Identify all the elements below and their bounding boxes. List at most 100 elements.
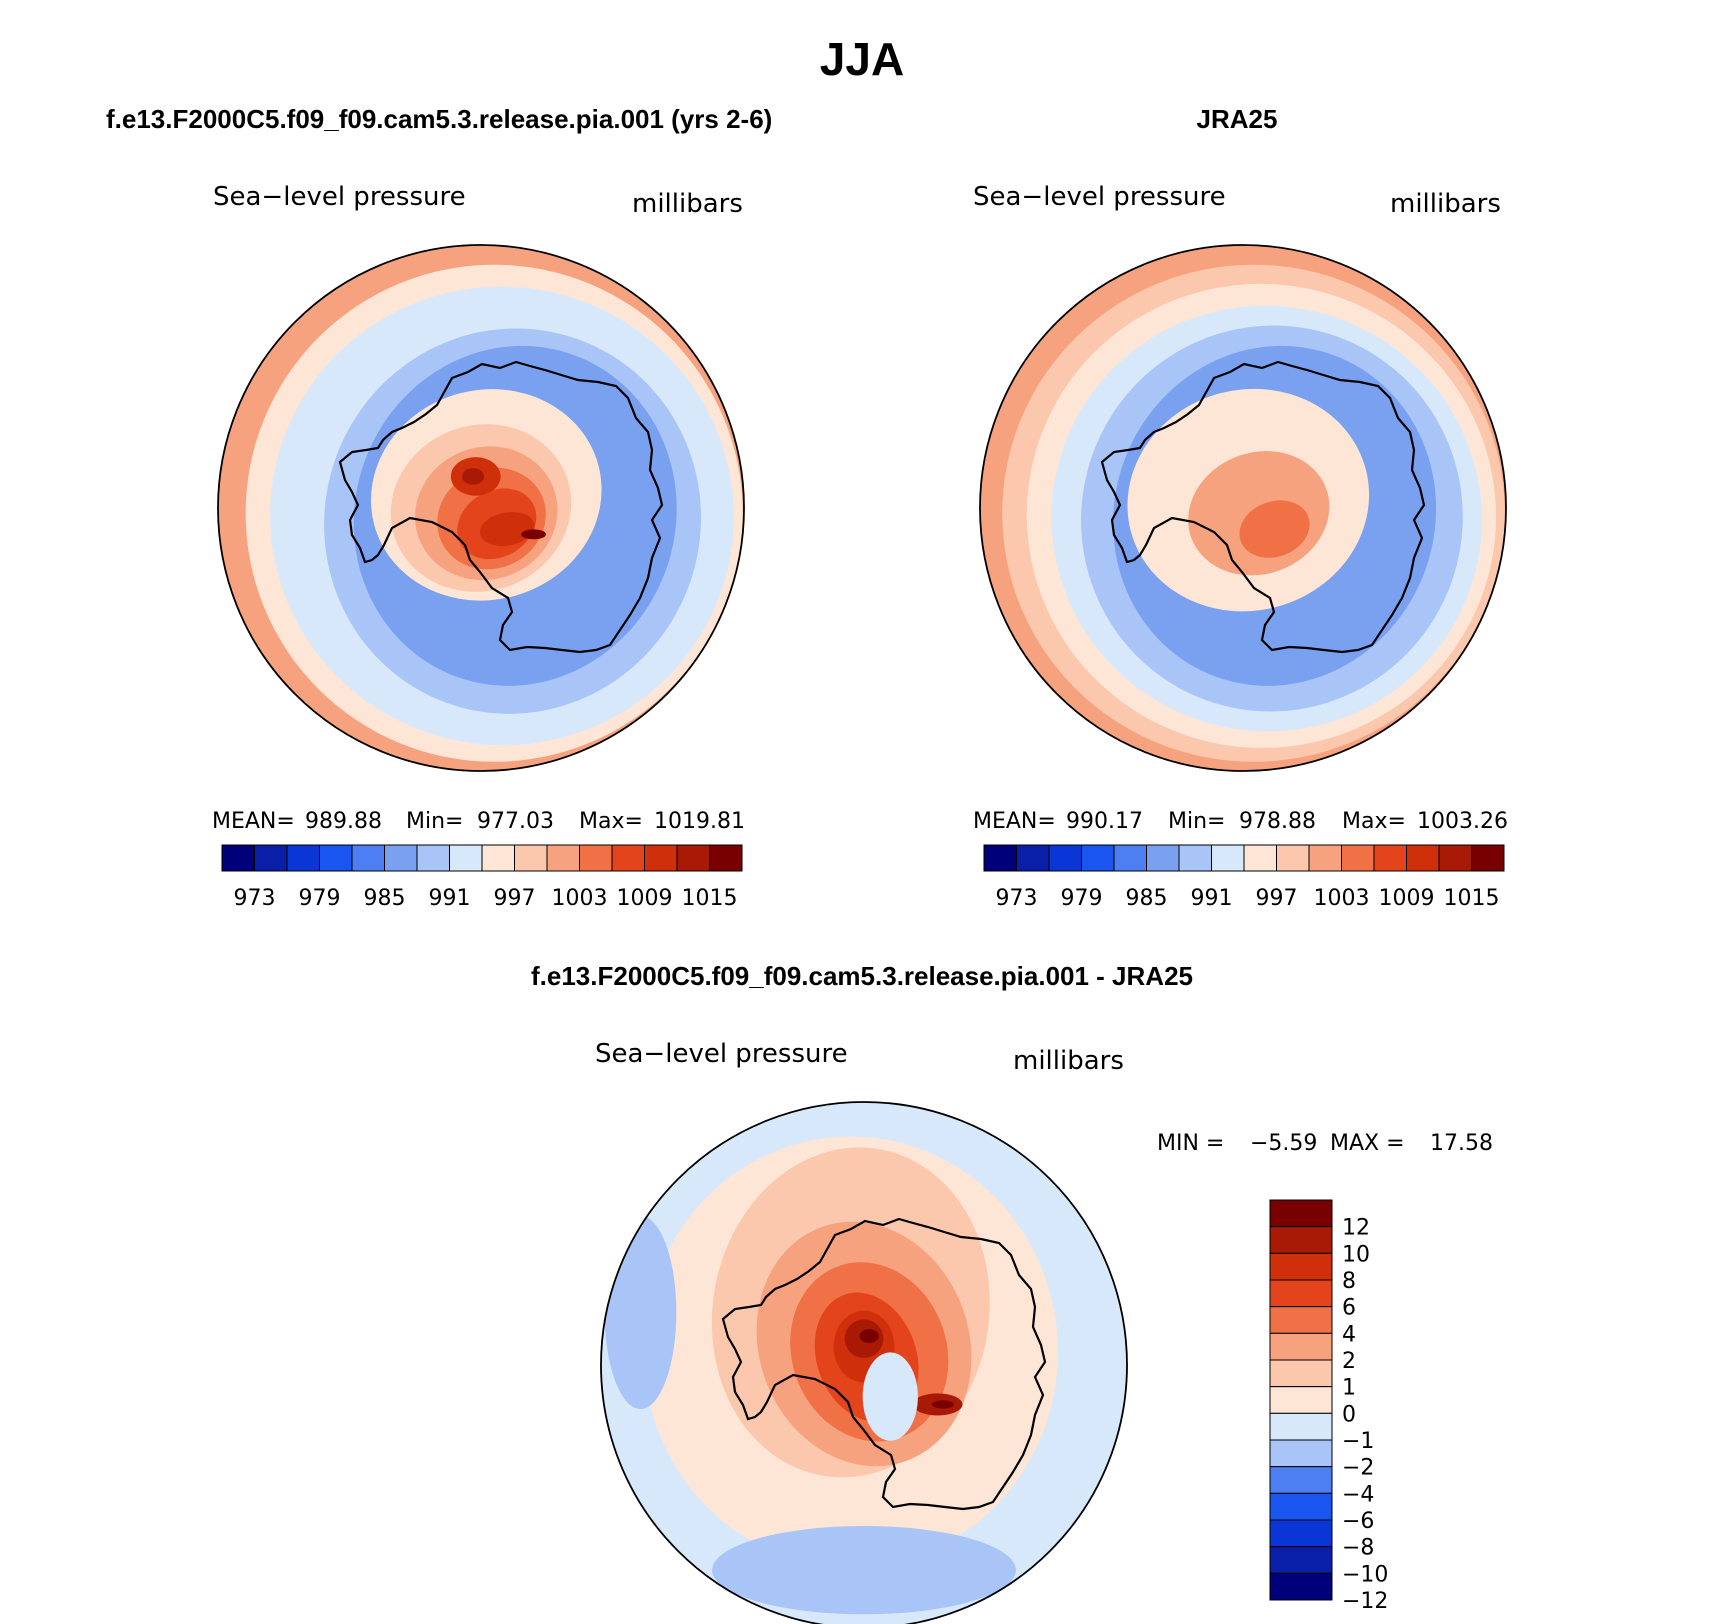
- max-label: Max=: [579, 809, 643, 834]
- colorbar-swatch-1: [1269, 1226, 1333, 1254]
- colorbar-tick-label: 1003: [1314, 886, 1370, 911]
- panel-obs-header: JRA25: [1197, 104, 1278, 134]
- panel-obs-colorbar: 973 979 985 991 997 1003 1009 1015: [983, 844, 1505, 911]
- colorbar-swatch-15: [1471, 844, 1505, 872]
- panel-obs-map: [980, 245, 1506, 771]
- diff-contour-band-8: [859, 1329, 879, 1343]
- model-contour-band-11: [479, 512, 535, 547]
- colorbar-swatch-9: [514, 844, 548, 872]
- diff-contour-band-12: [604, 1215, 677, 1410]
- panel-obs-map-border: [979, 244, 1507, 772]
- colorbar-swatch-11: [1269, 1492, 1333, 1521]
- max-label: Max=: [1342, 809, 1406, 834]
- max-label: MAX =: [1330, 1131, 1405, 1156]
- panel-diff-units: millibars: [1013, 1046, 1124, 1076]
- colorbar-swatch-13: [1269, 1546, 1333, 1574]
- colorbar-swatch-0: [221, 844, 255, 872]
- colorbar-swatch-11: [1341, 844, 1375, 872]
- colorbar-swatch-12: [1373, 844, 1407, 872]
- figure-title: JJA: [820, 33, 904, 85]
- colorbar-tick-label: 12: [1342, 1216, 1370, 1241]
- colorbar-swatch-5: [1146, 844, 1180, 872]
- model-contour-band-13: [521, 529, 547, 540]
- colorbar-swatch-6: [1269, 1359, 1333, 1388]
- colorbar-swatch-0: [983, 844, 1017, 872]
- colorbar-tick-label: −4: [1342, 1482, 1374, 1507]
- colorbar-tick-label: −10: [1342, 1562, 1388, 1587]
- colorbar-tick-label: 1009: [1379, 886, 1435, 911]
- colorbar-tick-label: 2: [1342, 1349, 1356, 1374]
- colorbar-swatch-10: [1308, 844, 1342, 872]
- colorbar-swatch-5: [1269, 1332, 1333, 1361]
- colorbar-swatch-2: [1269, 1252, 1333, 1281]
- panel-diff-variable: Sea−level pressure: [595, 1039, 848, 1069]
- max-value: 1003.26: [1417, 809, 1508, 834]
- colorbar-tick-label: 4: [1342, 1322, 1356, 1347]
- panel-diff-stats: MIN = −5.59 MAX = 17.58: [1157, 1131, 1493, 1156]
- colorbar-tick-label: 985: [1126, 886, 1168, 911]
- colorbar-swatch-7: [449, 844, 483, 872]
- colorbar-tick-label: 1015: [1444, 886, 1500, 911]
- colorbar-tick-label: 1015: [682, 886, 738, 911]
- colorbar-swatch-3: [1081, 844, 1115, 872]
- colorbar-swatch-8: [1243, 844, 1277, 872]
- colorbar-swatch-11: [579, 844, 613, 872]
- panel-model-variable: Sea−level pressure: [213, 182, 466, 212]
- mean-value: 990.17: [1066, 809, 1143, 834]
- colorbar-swatch-13: [644, 844, 678, 872]
- colorbar-swatch-5: [384, 844, 418, 872]
- colorbar-swatch-8: [1269, 1412, 1333, 1441]
- diff-contour-band-11: [712, 1525, 1016, 1615]
- colorbar-swatch-2: [286, 844, 320, 872]
- panel-obs-stats: MEAN= 990.17 Min= 978.88 Max= 1003.26: [973, 809, 1508, 834]
- panel-model-colorbar: 973 979 985 991 997 1003 1009 1015: [221, 844, 743, 911]
- colorbar-swatch-1: [1016, 844, 1050, 872]
- panel-model: f.e13.F2000C5.f09_f09.cam5.3.release.pia…: [106, 104, 772, 911]
- min-label: Min=: [1168, 809, 1225, 834]
- diff-contour-band-13: [862, 1352, 918, 1441]
- panel-obs: JRA25 Sea−level pressure millibars MEAN=…: [973, 104, 1508, 911]
- colorbar-tick-label: −6: [1342, 1509, 1374, 1534]
- min-value: 978.88: [1239, 809, 1316, 834]
- colorbar-swatch-3: [1269, 1279, 1333, 1308]
- colorbar-tick-label: 997: [494, 886, 536, 911]
- colorbar-tick-label: 997: [1256, 886, 1298, 911]
- colorbar-tick-label: 8: [1342, 1269, 1356, 1294]
- colorbar-tick-label: 991: [429, 886, 471, 911]
- max-value: 1019.81: [654, 809, 745, 834]
- colorbar-tick-label: 1009: [617, 886, 673, 911]
- panel-diff-header: f.e13.F2000C5.f09_f09.cam5.3.release.pia…: [531, 961, 1193, 991]
- colorbar-tick-label: 973: [234, 886, 276, 911]
- panel-model-stats: MEAN= 989.88 Min= 977.03 Max= 1019.81: [212, 809, 745, 834]
- colorbar-swatch-8: [481, 844, 515, 872]
- colorbar-swatch-14: [676, 844, 710, 872]
- mean-label: MEAN=: [212, 809, 295, 834]
- mean-value: 989.88: [305, 809, 382, 834]
- min-value: −5.59: [1250, 1131, 1317, 1156]
- min-value: 977.03: [477, 809, 554, 834]
- colorbar-swatch-15: [709, 844, 743, 872]
- colorbar-tick-label: 985: [364, 886, 406, 911]
- colorbar-swatch-14: [1438, 844, 1472, 872]
- colorbar-tick-label: 991: [1191, 886, 1233, 911]
- colorbar-tick-label: 973: [996, 886, 1038, 911]
- colorbar-swatch-7: [1269, 1386, 1333, 1414]
- colorbar-tick-label: −1: [1342, 1429, 1374, 1454]
- panel-model-map: [218, 245, 744, 771]
- obs-contour-band-9: [1239, 500, 1310, 558]
- min-label: Min=: [406, 809, 463, 834]
- colorbar-tick-label: 10: [1342, 1242, 1370, 1267]
- colorbar-swatch-4: [1269, 1306, 1333, 1334]
- colorbar-tick-label: 6: [1342, 1296, 1356, 1321]
- colorbar-swatch-4: [351, 844, 385, 872]
- colorbar-tick-label: 0: [1342, 1402, 1356, 1427]
- max-value: 17.58: [1430, 1131, 1493, 1156]
- colorbar-tick-label: −2: [1342, 1456, 1374, 1481]
- diff-contour-band-10: [931, 1400, 954, 1409]
- colorbar-swatch-9: [1276, 844, 1310, 872]
- colorbar-tick-label: 1: [1342, 1376, 1356, 1401]
- colorbar-swatch-7: [1211, 844, 1245, 872]
- panel-obs-units: millibars: [1390, 189, 1501, 219]
